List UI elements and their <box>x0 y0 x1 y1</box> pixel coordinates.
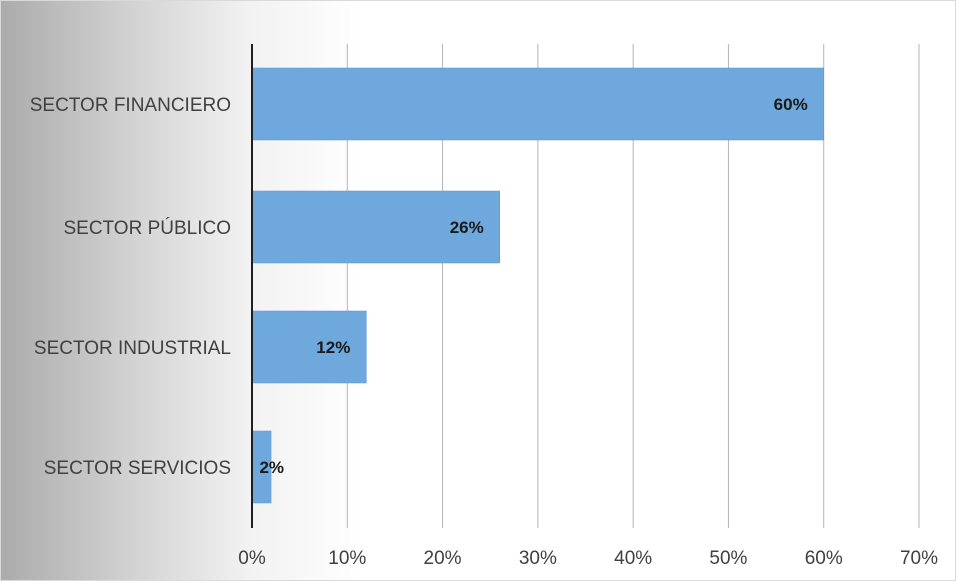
x-tick-label: 70% <box>900 548 938 569</box>
data-label: 26% <box>450 218 484 237</box>
bar-3 <box>251 310 367 384</box>
x-tick-label: 60% <box>805 548 843 569</box>
data-label: 60% <box>774 95 808 114</box>
bars <box>251 67 824 504</box>
data-label: 2% <box>259 458 284 477</box>
labels: SECTOR FINANCIERO SECTOR PÚBLICO SECTOR IN… <box>30 95 938 569</box>
x-tick-label: 20% <box>424 548 462 569</box>
category-label: SECTOR INDUSTRIAL <box>34 338 231 359</box>
data-label: 12% <box>316 338 350 357</box>
x-tick-label: 0% <box>238 548 266 569</box>
bar-1 <box>251 67 824 141</box>
x-tick-label: 30% <box>519 548 557 569</box>
bar-2 <box>251 190 500 264</box>
category-label: SECTOR SERVICIOS <box>44 458 231 479</box>
x-tick-label: 50% <box>709 548 747 569</box>
category-label: SECTOR PÚBLICO <box>63 217 231 239</box>
x-tick-label: 40% <box>614 548 652 569</box>
category-label: SECTOR FINANCIERO <box>30 95 231 116</box>
x-tick-label: 10% <box>328 548 366 569</box>
